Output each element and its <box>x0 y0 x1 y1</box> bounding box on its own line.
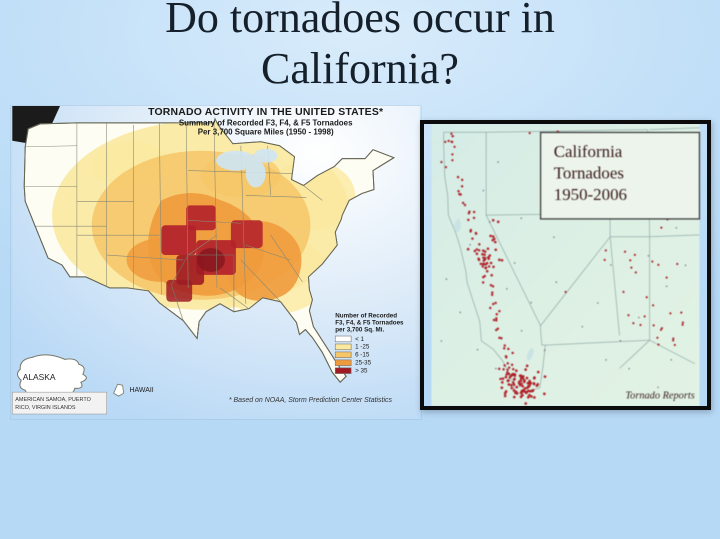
svg-text:6 -15: 6 -15 <box>355 352 370 359</box>
svg-text:per 3,700 Sq. Mi.: per 3,700 Sq. Mi. <box>335 327 384 334</box>
svg-text:Tornadoes: Tornadoes <box>554 164 624 183</box>
svg-text:Tornado Reports: Tornado Reports <box>625 390 694 401</box>
svg-text:Per 3,700 Square Miles (1950 -: Per 3,700 Square Miles (1950 - 1998) <box>198 127 334 136</box>
svg-text:F3, F4, & F5 Tornadoes: F3, F4, & F5 Tornadoes <box>335 320 404 327</box>
svg-text:AMERICAN SAMOA, PUERTO: AMERICAN SAMOA, PUERTO <box>15 397 91 403</box>
svg-text:25-35: 25-35 <box>355 360 372 367</box>
svg-text:1950-2006: 1950-2006 <box>554 185 627 204</box>
svg-text:Summary of Recorded F3, F4, &: Summary of Recorded F3, F4, & F5 Tornado… <box>179 118 353 127</box>
svg-text:< 1: < 1 <box>355 336 364 343</box>
svg-text:TORNADO ACTIVITY IN THE UNITED: TORNADO ACTIVITY IN THE UNITED STATES* <box>148 107 384 118</box>
svg-text:1 -25: 1 -25 <box>355 344 370 351</box>
svg-text:RICO, VIRGIN ISLANDS: RICO, VIRGIN ISLANDS <box>15 405 76 411</box>
svg-text:> 35: > 35 <box>355 368 368 375</box>
svg-text:HAWAII: HAWAII <box>130 387 154 394</box>
svg-text:ALASKA: ALASKA <box>23 372 56 382</box>
svg-text:California: California <box>554 142 623 161</box>
svg-text:Number of Recorded: Number of Recorded <box>335 313 397 320</box>
svg-text:* Based on NOAA, Storm Predict: * Based on NOAA, Storm Prediction Center… <box>229 397 393 404</box>
